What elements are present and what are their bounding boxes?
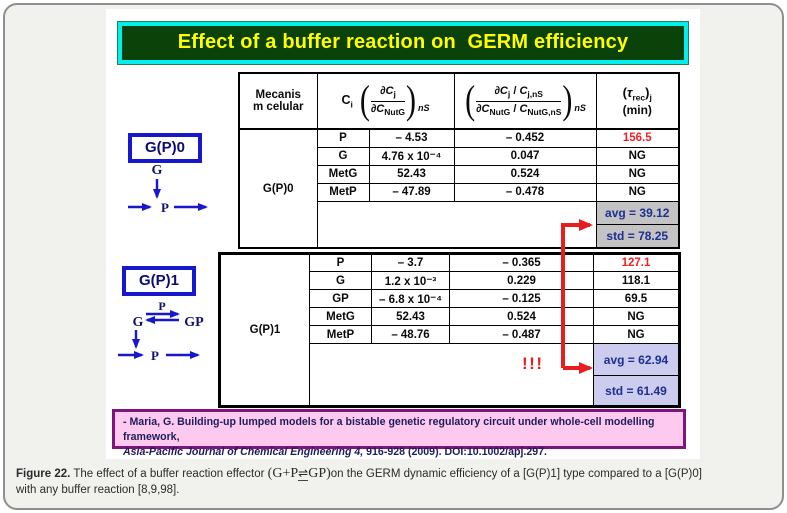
deriv-cell: – 47.89 (368, 182, 455, 202)
empty-cell (317, 200, 597, 248)
gp1-label: G(P)1 (138, 272, 179, 289)
mechanism-cell-gp0: G(P)0 (238, 128, 318, 249)
tau-cell: 118.1 (593, 271, 680, 290)
close-paren: ) (562, 78, 573, 123)
empty-cell (309, 343, 594, 407)
mechanism-header-line1: Mecanis (255, 89, 301, 101)
gp0-gene-label: G (152, 163, 163, 178)
column-header-recovery-time: (τrec)j (min) (595, 72, 680, 130)
column-header-mechanism: Mecanis m celular (238, 72, 318, 130)
table-row: MetG 52.43 0.524 NG (220, 307, 680, 326)
title-banner: Effect of a buffer reaction on GERM effi… (118, 22, 688, 64)
species-cell: P (316, 128, 370, 148)
ratio-cell: – 0.125 (449, 289, 594, 308)
figure-number: Figure 22. (16, 468, 71, 480)
exclamation-annotation: !!! (522, 354, 544, 373)
species-cell: MetG (309, 307, 372, 326)
summary-row-std: std = 78.25 (239, 223, 680, 249)
citation-journal: Asia-Pacific Journal of Chemical Enginee… (123, 446, 364, 458)
gp1-gene-label: G (133, 315, 144, 330)
table-row: G(P)0 P – 4.53 – 0.452 156.5 (238, 128, 680, 249)
table-gp1: G(P)1 P – 3.7 – 0.365 127.1 G 1.2 x 10⁻³… (218, 252, 681, 408)
tau-cell: 156.5 (595, 128, 680, 148)
slide-title: Effect of a buffer reaction on GERM effi… (177, 31, 629, 53)
relative-sensitivity-fraction: ∂Cj / Cj,nS ∂CNutG / CNutG,nS (476, 85, 562, 117)
gp0-product-label: P (161, 200, 169, 215)
species-cell: MetP (316, 182, 370, 202)
species-cell: MetP (309, 325, 372, 344)
citation-box: - Maria, G. Building-up lumped models fo… (112, 409, 686, 458)
gp1-complex-label: GP (184, 315, 204, 330)
tau-cell: 127.1 (593, 253, 680, 272)
summary-row-avg: avg = 62.94 (220, 343, 680, 407)
summary-row-std: std = 61.49 (220, 375, 680, 407)
comparison-arrow (561, 219, 593, 374)
open-paren: ( (465, 78, 476, 123)
species-cell: G (309, 271, 372, 290)
deriv-cell: – 3.7 (371, 253, 450, 272)
deriv-cell: – 4.53 (368, 128, 455, 148)
tau-cell: NG (595, 164, 680, 184)
table-row: MetG 52.43 0.524 NG (239, 164, 680, 184)
gp1-effector-label: P (158, 299, 165, 313)
tau-rec-symbol: (τrec)j (622, 84, 652, 103)
tau-cell: NG (593, 307, 680, 326)
species-cell: G (316, 146, 370, 166)
ratio-cell: 0.047 (453, 146, 597, 166)
table-row: G 4.76 x 10⁻⁴ 0.047 NG (239, 146, 680, 166)
column-header-sensitivity: Ci ( ∂Cj ∂CNutG ) nS (316, 72, 455, 130)
table-row: MetP – 48.76 – 0.487 NG (220, 325, 680, 344)
avg-cell-gp1: avg = 62.94 (593, 343, 680, 376)
table-header-row: Mecanis m celular Ci ( ∂Cj ∂CNutG ) nS ( (238, 72, 680, 130)
gp0-reaction-scheme: G P (128, 163, 208, 215)
table-row: MetP – 47.89 – 0.478 NG (239, 182, 680, 202)
column-header-relative-sensitivity: ( ∂Cj / Cj,nS ∂CNutG / CNutG,nS ) nS (453, 72, 597, 130)
deriv-cell: 52.43 (368, 164, 455, 184)
table-row: GP – 6.8 x 10⁻⁴ – 0.125 69.5 (220, 289, 680, 308)
citation-pages: 916-928 (2009). DOI:10.1002/apj.297. (363, 446, 547, 458)
caption-text-after: on the GERM dynamic efficiency of a [G(P… (330, 468, 702, 480)
citation-line1: - Maria, G. Building-up lumped models fo… (123, 416, 655, 443)
species-cell: GP (309, 289, 372, 308)
caption-text-before: The effect of a buffer reaction effector (70, 468, 268, 480)
close-paren: ) (406, 78, 417, 123)
table-gp0: Mecanis m celular Ci ( ∂Cj ∂CNutG ) nS ( (238, 72, 680, 249)
caption-line2: with any buffer reaction [8,9,98]. (16, 484, 180, 496)
avg-cell-gp0: avg = 39.12 (595, 200, 680, 225)
ratio-cell: 0.524 (453, 164, 597, 184)
tau-cell: NG (595, 146, 680, 166)
std-cell-gp1: std = 61.49 (593, 375, 680, 407)
tau-cell: 69.5 (593, 289, 680, 308)
equilibrium-arrow: ⇌ (298, 466, 309, 481)
sensitivity-fraction: ∂Cj ∂CNutG (370, 85, 406, 117)
ratio-cell: – 0.478 (453, 182, 597, 202)
tau-cell: NG (595, 182, 680, 202)
table-row: G(P)1 P – 3.7 – 0.365 127.1 (219, 253, 680, 407)
ratio-cell: – 0.452 (453, 128, 597, 148)
mechanism-cell-gp1: G(P)1 (219, 253, 310, 407)
tau-unit: (min) (622, 103, 652, 118)
species-cell: P (309, 253, 372, 272)
deriv-cell: 1.2 x 10⁻³ (371, 271, 450, 290)
ns-subscript: nS (574, 102, 586, 113)
species-symbol: Ci (341, 92, 353, 110)
deriv-cell: 52.43 (371, 307, 450, 326)
mechanism-header-line2: m celular (253, 101, 304, 113)
gp0-label-box: G(P)0 (128, 133, 202, 163)
gp1-product-label: P (151, 348, 159, 363)
species-cell: MetG (316, 164, 370, 184)
deriv-cell: 4.76 x 10⁻⁴ (368, 146, 455, 166)
std-cell-gp0: std = 78.25 (595, 223, 680, 249)
gp0-label: G(P)0 (144, 139, 185, 156)
gp1-reaction-scheme: G P GP P (118, 299, 204, 363)
open-paren: ( (359, 78, 370, 123)
ns-subscript: nS (418, 102, 430, 113)
buffer-reaction-formula: (G+P⇌GP) (267, 466, 331, 481)
summary-row-avg: avg = 39.12 (239, 200, 680, 248)
deriv-cell: – 48.76 (371, 325, 450, 344)
deriv-cell: – 6.8 x 10⁻⁴ (371, 289, 450, 308)
gp1-label-box: G(P)1 (122, 266, 196, 296)
figure-caption: Figure 22. The effect of a buffer reacti… (16, 465, 772, 498)
